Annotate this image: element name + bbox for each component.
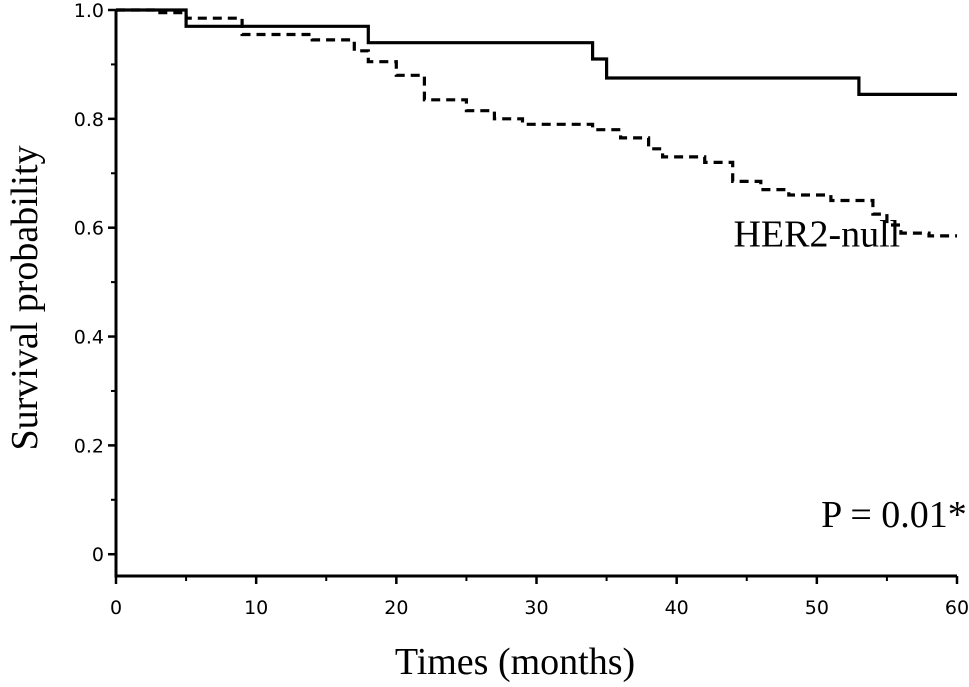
y-tick-label: 0.4 — [74, 327, 104, 349]
x-tick-label: 30 — [524, 597, 548, 619]
y-axis-title: Survival probability — [4, 145, 46, 450]
x-tick-label: 20 — [384, 597, 408, 619]
y-tick-label: 0.2 — [74, 435, 104, 457]
x-axis-title: Times (months) — [395, 641, 635, 683]
x-tick-label: 0 — [110, 597, 122, 619]
x-tick-label: 60 — [945, 597, 969, 619]
axes — [114, 10, 957, 578]
series-line-her2-low — [116, 8, 957, 96]
y-tick-label: 0.8 — [74, 109, 104, 131]
y-tick-label: 0.6 — [74, 218, 104, 240]
series-line-her2-null — [116, 8, 957, 238]
x-tick-label: 10 — [244, 597, 268, 619]
annotation-p-0-01: P = 0.01* — [821, 494, 967, 536]
y-axis-ticks: 0 0.2 0.4 0.6 0.8 1.0 — [74, 0, 116, 566]
x-tick-label: 50 — [805, 597, 829, 619]
y-tick-label: 0 — [92, 544, 104, 566]
annotation-her2-null: HER2-null — [733, 214, 900, 256]
y-tick-label: 1.0 — [74, 0, 104, 22]
series-layer — [116, 8, 957, 238]
x-tick-label: 40 — [665, 597, 689, 619]
x-axis-ticks: 0 10 20 30 40 50 60 — [110, 576, 969, 619]
